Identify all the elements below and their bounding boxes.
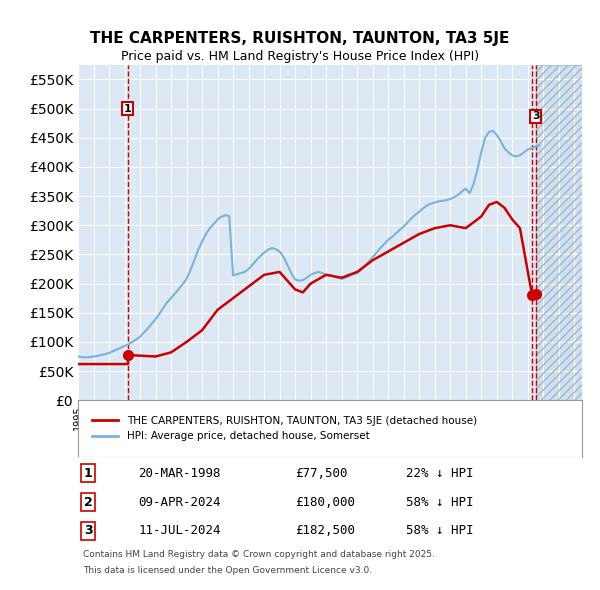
Text: Price paid vs. HM Land Registry's House Price Index (HPI): Price paid vs. HM Land Registry's House …: [121, 50, 479, 63]
Text: 3: 3: [532, 112, 540, 121]
Text: THE CARPENTERS, RUISHTON, TAUNTON, TA3 5JE: THE CARPENTERS, RUISHTON, TAUNTON, TA3 5…: [91, 31, 509, 46]
Text: 11-JUL-2024: 11-JUL-2024: [139, 525, 221, 537]
Text: 1: 1: [84, 467, 92, 480]
Text: 09-APR-2024: 09-APR-2024: [139, 496, 221, 509]
Text: £182,500: £182,500: [295, 525, 355, 537]
Text: 1: 1: [124, 104, 132, 114]
Text: £77,500: £77,500: [295, 467, 347, 480]
Text: 22% ↓ HPI: 22% ↓ HPI: [406, 467, 473, 480]
Text: £180,000: £180,000: [295, 496, 355, 509]
Text: 58% ↓ HPI: 58% ↓ HPI: [406, 525, 473, 537]
Bar: [536, 65, 582, 400]
Text: This data is licensed under the Open Government Licence v3.0.: This data is licensed under the Open Gov…: [83, 566, 372, 575]
Text: 3: 3: [84, 525, 92, 537]
Text: 20-MAR-1998: 20-MAR-1998: [139, 467, 221, 480]
Text: 2: 2: [84, 496, 92, 509]
Text: 58% ↓ HPI: 58% ↓ HPI: [406, 496, 473, 509]
Text: Contains HM Land Registry data © Crown copyright and database right 2025.: Contains HM Land Registry data © Crown c…: [83, 550, 435, 559]
Legend: THE CARPENTERS, RUISHTON, TAUNTON, TA3 5JE (detached house), HPI: Average price,: THE CARPENTERS, RUISHTON, TAUNTON, TA3 5…: [88, 412, 481, 445]
